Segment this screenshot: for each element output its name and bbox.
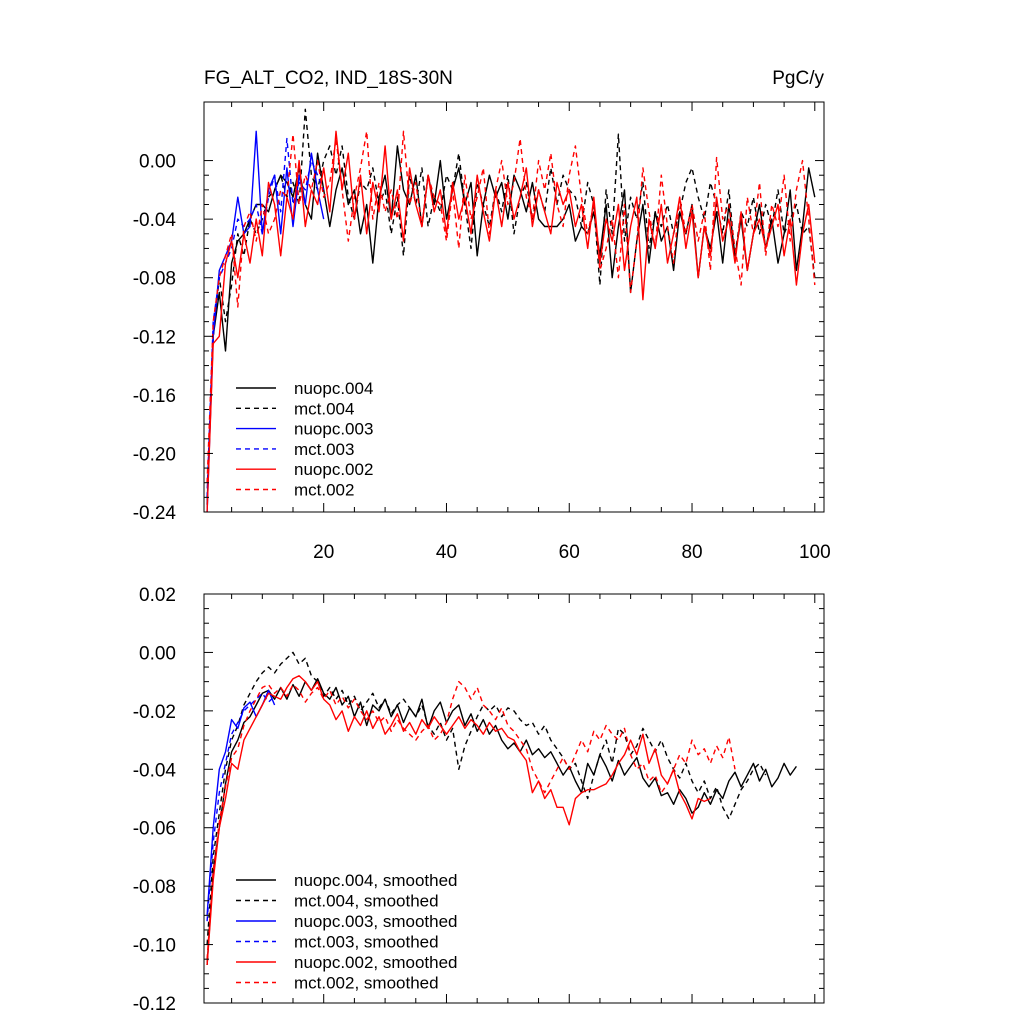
x-tick-label: 80 bbox=[681, 542, 702, 563]
legend-label: nuopc.004, smoothed bbox=[294, 871, 458, 890]
axis-layer: 0.02 0.00 -0.02 -0.04 -0.06 -0.08 -0.10 -0.12 bbox=[133, 585, 825, 1015]
y-tick-label: -0.16 bbox=[133, 386, 176, 407]
y-tick-label: -0.08 bbox=[133, 877, 176, 898]
legend-label: mct.003, smoothed bbox=[294, 933, 439, 952]
legend-label: mct.002 bbox=[294, 481, 354, 500]
y-tick-label: -0.02 bbox=[133, 702, 176, 723]
x-tick-label: 100 bbox=[799, 542, 831, 563]
y-tick-label: -0.12 bbox=[133, 994, 176, 1015]
x-tick-label: 60 bbox=[559, 542, 580, 563]
legend-label: mct.002, smoothed bbox=[294, 974, 439, 993]
y-tick-label: -0.04 bbox=[133, 210, 177, 231]
y-tick-label: -0.12 bbox=[133, 327, 176, 348]
legend-label: mct.004 bbox=[294, 399, 354, 418]
y-tick-label: -0.06 bbox=[133, 819, 176, 840]
series-layer bbox=[206, 108, 816, 512]
bottom-panel: 0.02 0.00 -0.02 -0.04 -0.06 -0.08 -0.10 -0.12 n… bbox=[133, 585, 825, 1015]
series-line-mct-002 bbox=[206, 130, 816, 483]
series-line-mct-004-smoothed bbox=[206, 651, 767, 945]
legend-label: nuopc.003 bbox=[294, 420, 373, 439]
legend-label: mct.003 bbox=[294, 440, 354, 459]
legend-label: mct.004, smoothed bbox=[294, 892, 439, 911]
y-tick-label: 0.02 bbox=[139, 585, 176, 606]
series-layer bbox=[206, 651, 797, 966]
axis-layer: 20 40 60 80 100 0.00 -0.04 -0.08 -0.12 -0.16 -0.20… bbox=[133, 101, 831, 563]
series-line-mct-003-smoothed bbox=[206, 692, 276, 922]
x-tick-label: 20 bbox=[313, 542, 334, 563]
y-tick-label: -0.10 bbox=[133, 936, 176, 957]
y-tick-label: 0.00 bbox=[139, 643, 176, 664]
series-line-nuopc-002-smoothed bbox=[206, 675, 711, 966]
legend-label: nuopc.004 bbox=[294, 379, 373, 398]
series-line-nuopc-003-smoothed bbox=[206, 689, 276, 916]
y-tick-label: -0.24 bbox=[133, 503, 177, 524]
top-panel: FG_ALT_CO2, IND_18S-30N PgC/y 20 40 60 80 10… bbox=[133, 68, 831, 563]
chart-title: FG_ALT_CO2, IND_18S-30N bbox=[204, 68, 453, 89]
y-tick-label: 0.00 bbox=[139, 152, 176, 173]
series-line-nuopc-002 bbox=[206, 130, 816, 512]
y-tick-label: -0.08 bbox=[133, 269, 176, 290]
chart-units: PgC/y bbox=[772, 68, 824, 89]
y-tick-label: -0.04 bbox=[133, 760, 177, 781]
legend-label: nuopc.002 bbox=[294, 460, 373, 479]
legend-label: nuopc.002, smoothed bbox=[294, 953, 458, 972]
series-line-mct-002-smoothed bbox=[206, 680, 736, 960]
y-tick-label: -0.20 bbox=[133, 444, 176, 465]
x-tick-label: 40 bbox=[436, 542, 457, 563]
legend-label: nuopc.003, smoothed bbox=[294, 912, 458, 931]
